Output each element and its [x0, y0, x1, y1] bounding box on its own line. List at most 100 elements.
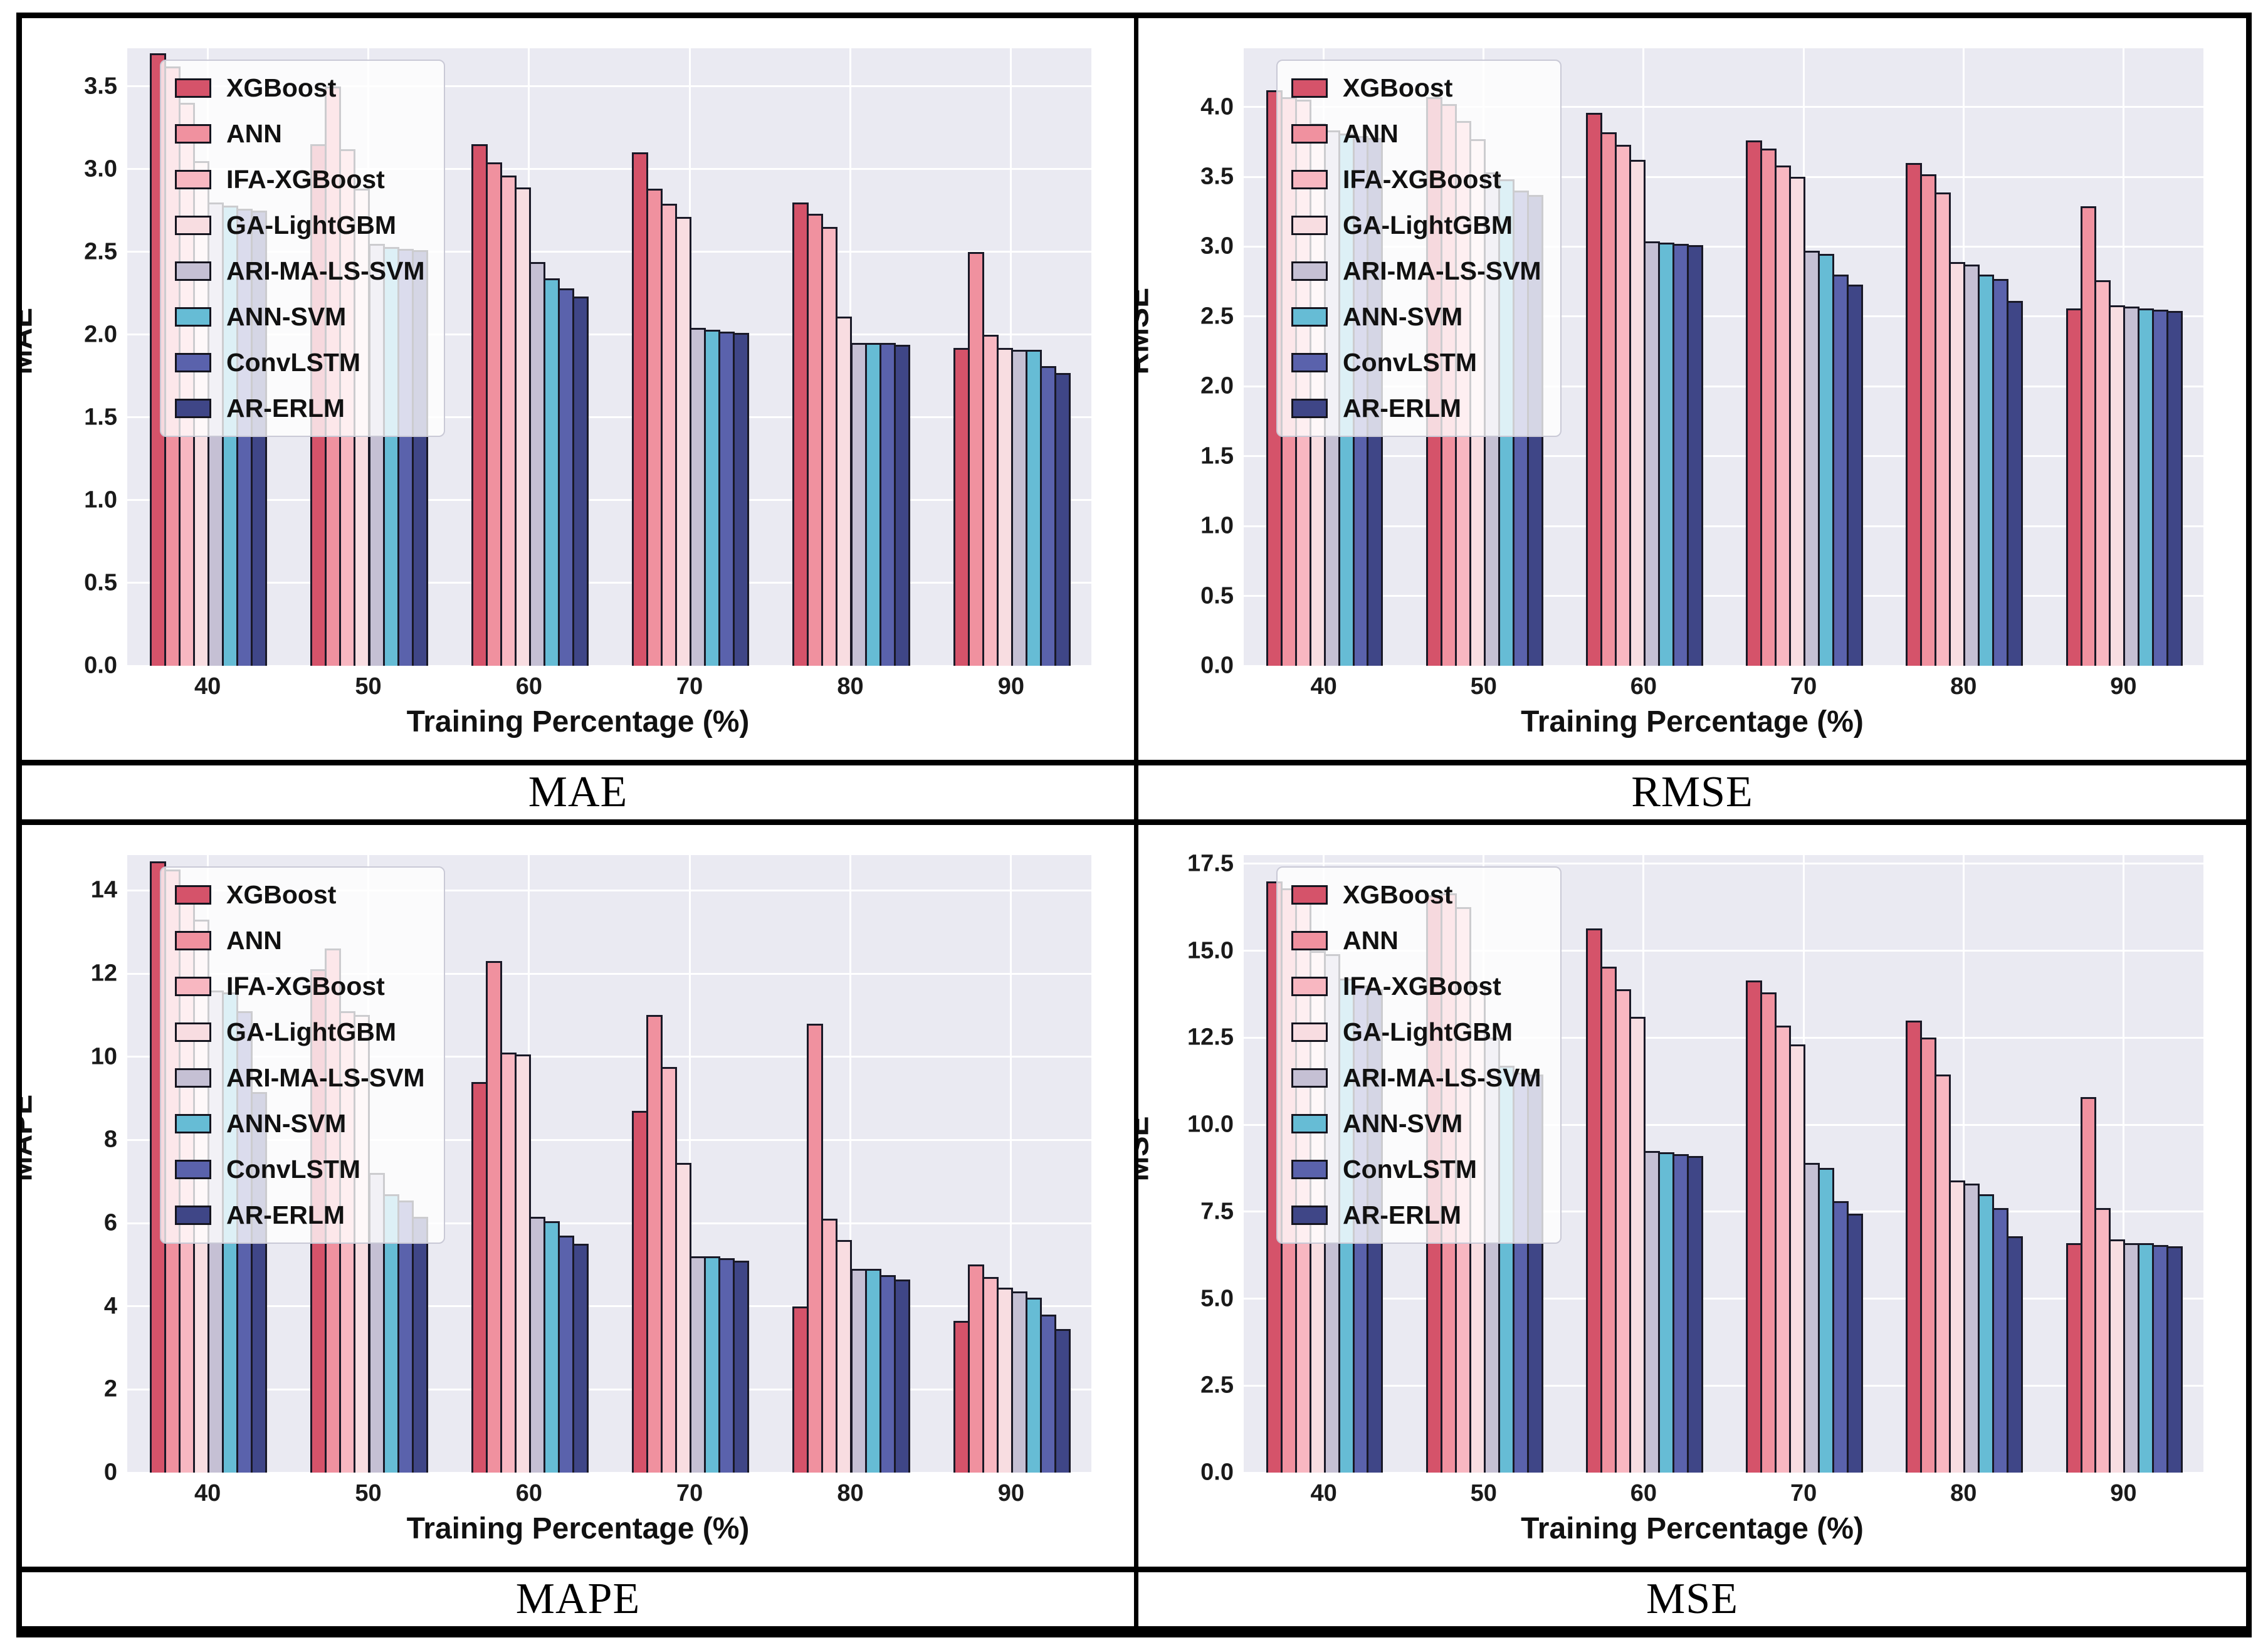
y-tick-label: 0.5 — [1200, 582, 1234, 609]
y-gridline — [1244, 1471, 2203, 1474]
y-gridline — [127, 972, 1091, 975]
legend-label: ConvLSTM — [1343, 348, 1478, 377]
y-gridline — [1244, 455, 2203, 458]
bar-convlstm-80 — [1992, 278, 2009, 666]
x-tick-label: 90 — [997, 673, 1024, 700]
y-gridline — [127, 582, 1091, 584]
legend-label: ConvLSTM — [1343, 1155, 1478, 1184]
x-tick-label: 90 — [997, 1480, 1024, 1506]
chart-cell-mape: 0 2 4 6 8 10 12 14 40 50 60 70 80 90 Training Percenta… — [22, 825, 1134, 1567]
bar-ari-ma-ls-svm-60 — [528, 261, 545, 666]
y-gridline — [1244, 1384, 2203, 1387]
legend-item-ari-ma-ls-svm: ARI-MA-LS-SVM — [1291, 256, 1541, 286]
legend-swatch-icon — [1291, 261, 1328, 281]
legend-swatch-icon — [1291, 977, 1328, 996]
y-gridline — [1244, 950, 2203, 952]
y-gridline — [127, 168, 1091, 171]
y-axis-title: MAPE — [22, 1094, 39, 1181]
bar-ar-erlm-70 — [1846, 284, 1863, 666]
caption-cell-mape: MAPE — [22, 1567, 1134, 1632]
legend-item-ar-erlm: AR-ERLM — [175, 394, 425, 423]
y-gridline — [1244, 245, 2203, 248]
x-tick-label: 60 — [515, 1480, 542, 1506]
bar-ar-erlm-90 — [2166, 310, 2183, 666]
bar-xgboost-60 — [471, 1081, 488, 1473]
bar-convlstm-50 — [397, 1200, 414, 1473]
y-gridline — [127, 665, 1091, 667]
chart-legend: XGBoost ANN IFA-XGBoost GA-LightGBM ARI-MA-L… — [1276, 866, 1562, 1244]
y-tick-label: 3.5 — [84, 73, 117, 100]
x-tick-label: 60 — [1630, 1480, 1657, 1506]
y-tick-label: 1.5 — [84, 404, 117, 431]
y-gridline — [127, 889, 1091, 891]
y-tick-label: 1.0 — [84, 486, 117, 513]
bar-ar-erlm-50 — [411, 1217, 428, 1473]
bar-ann-svm-60 — [543, 278, 560, 666]
caption-rmse: RMSE — [1631, 768, 1753, 816]
legend-swatch-icon — [175, 931, 211, 950]
legend-swatch-icon — [175, 1022, 211, 1042]
y-gridline — [1244, 665, 2203, 667]
legend-label: AR-ERLM — [226, 394, 345, 423]
outer-frame: 0.0 0.5 1.0 1.5 2.0 2.5 3.0 3.5 40 50 60 70 80 90 Trai… — [16, 13, 2252, 1637]
legend-label: IFA-XGBoost — [1343, 972, 1501, 1001]
x-tick-label: 50 — [355, 1480, 382, 1506]
legend-swatch-icon — [1291, 1022, 1328, 1042]
caption-cell-mae: MAE — [22, 760, 1134, 825]
legend-label: GA-LightGBM — [226, 211, 396, 239]
bar-ifa-xgboost-60 — [500, 176, 517, 666]
bar-ifa-xgboost-90 — [982, 1277, 999, 1473]
x-axis-title: Training Percentage (%) — [1521, 1512, 1864, 1545]
y-gridline — [1244, 106, 2203, 108]
legend-item-ann: ANN — [175, 119, 425, 149]
y-axis-title: MSE — [1134, 1115, 1155, 1181]
x-tick-label: 40 — [1310, 673, 1337, 700]
legend-swatch-icon — [175, 353, 211, 372]
legend-item-convlstm: ConvLSTM — [1291, 348, 1541, 377]
legend-item-xgboost: XGBoost — [175, 73, 425, 103]
x-tick-label: 90 — [2110, 1480, 2137, 1506]
legend-swatch-icon — [1291, 931, 1328, 950]
legend-item-convlstm: ConvLSTM — [175, 1155, 425, 1184]
caption-mse: MSE — [1646, 1575, 1738, 1623]
legend-item-ann: ANN — [1291, 119, 1541, 149]
legend-item-ann-svm: ANN-SVM — [175, 1109, 425, 1138]
y-tick-label: 0.0 — [84, 652, 117, 679]
legend-swatch-icon — [1291, 353, 1328, 372]
y-gridline — [127, 1305, 1091, 1308]
bar-ar-erlm-90 — [2166, 1246, 2183, 1473]
legend-item-ar-erlm: AR-ERLM — [1291, 394, 1541, 423]
y-tick-label: 8 — [103, 1126, 117, 1153]
y-gridline — [127, 1471, 1091, 1474]
y-tick-label: 3.0 — [1200, 233, 1234, 260]
caption-cell-mse: MSE — [1134, 1567, 2246, 1632]
legend-item-ifa-xgboost: IFA-XGBoost — [175, 165, 425, 194]
legend-swatch-icon — [175, 1206, 211, 1225]
x-tick-label: 50 — [1470, 673, 1497, 700]
y-tick-label: 0.0 — [1200, 1459, 1234, 1486]
legend-label: AR-ERLM — [1343, 394, 1462, 423]
y-gridline — [1244, 315, 2203, 318]
y-axis-title: RMSE — [1134, 287, 1155, 374]
bar-ar-erlm-70 — [733, 1260, 750, 1473]
legend-label: IFA-XGBoost — [226, 165, 385, 194]
x-tick-label: 80 — [1950, 673, 1977, 700]
bar-ar-erlm-70 — [1846, 1213, 1863, 1473]
legend-label: ANN — [1343, 119, 1399, 148]
legend-swatch-icon — [1291, 170, 1328, 189]
caption-cell-rmse: RMSE — [1134, 760, 2246, 825]
x-tick-label: 40 — [1310, 1480, 1337, 1506]
legend-label: GA-LightGBM — [1343, 211, 1513, 239]
legend-item-ann-svm: ANN-SVM — [175, 302, 425, 332]
y-tick-label: 2.5 — [1200, 1372, 1234, 1399]
chart-legend: XGBoost ANN IFA-XGBoost GA-LightGBM ARI-MA-L… — [160, 60, 445, 437]
y-gridline — [127, 1388, 1091, 1390]
x-tick-label: 70 — [676, 1480, 703, 1506]
bar-ga-lightgbm-80 — [1949, 1180, 1966, 1473]
bar-xgboost-80 — [1906, 162, 1923, 666]
bar-ar-erlm-60 — [1686, 1156, 1703, 1473]
x-tick-label: 80 — [837, 673, 864, 700]
legend-item-ar-erlm: AR-ERLM — [1291, 1201, 1541, 1230]
y-gridline — [1244, 1123, 2203, 1126]
